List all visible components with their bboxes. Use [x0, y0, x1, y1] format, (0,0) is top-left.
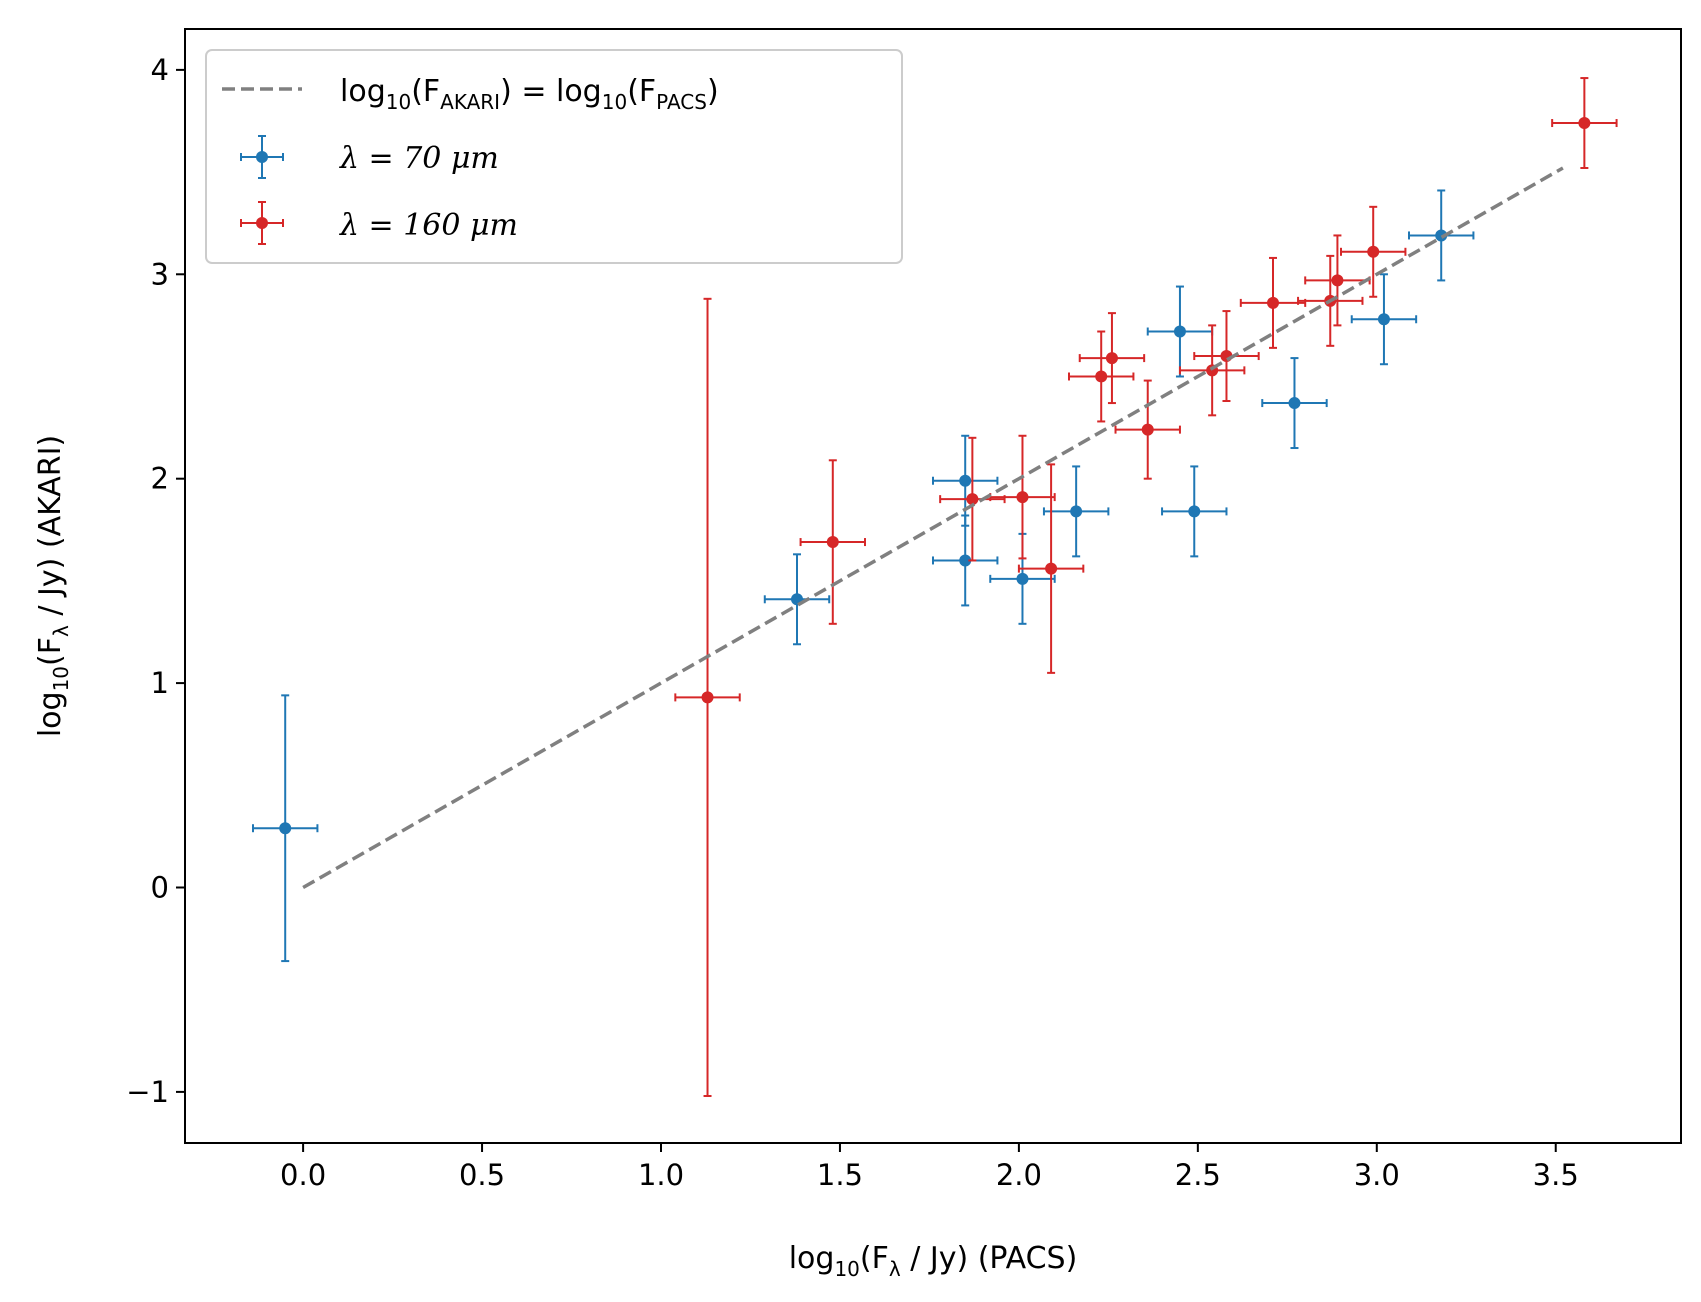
data-point [1377, 313, 1390, 326]
legend-box [205, 49, 903, 264]
x-axis-label: log10(Fλ / Jy) (PACS) [789, 1241, 1078, 1281]
x-tick-label: 1.5 [817, 1158, 863, 1192]
data-point [1070, 505, 1083, 518]
data-point [256, 217, 268, 229]
data-point [826, 536, 839, 549]
plot-frame [184, 28, 1682, 1144]
data-point [1105, 352, 1118, 365]
y-tick-label: 1 [151, 666, 169, 700]
legend-label-reference: log10(FAKARI) = log10(FPACS) [340, 74, 719, 114]
legend: log10(FAKARI) = log10(FPACS) λ = 70 μm λ… [205, 49, 903, 264]
data-point [1267, 296, 1279, 309]
data-point-group [799, 459, 866, 625]
data-point-group [939, 436, 1006, 562]
data-point-group [1114, 379, 1181, 480]
data-point-group [989, 434, 1056, 560]
x-tick-label: 3.0 [1354, 1158, 1400, 1192]
data-point-group [1340, 205, 1407, 298]
data-point [966, 493, 979, 506]
legend-label-160um: λ = 160 μm [339, 208, 518, 243]
data-point-group [1068, 330, 1135, 423]
legend-marker-70um [240, 135, 284, 179]
data-point [1288, 397, 1301, 410]
data-point [701, 691, 714, 704]
plot-data [252, 77, 1618, 1097]
data-point-group [1551, 77, 1618, 169]
data-point-group [1408, 189, 1475, 282]
x-tick-label: 3.5 [1533, 1158, 1579, 1192]
data-point [1367, 245, 1380, 258]
x-tick-label: 0.5 [459, 1158, 505, 1192]
legend-marker-160um [240, 201, 284, 245]
data-point [1045, 562, 1058, 575]
x-tick-label: 0.0 [280, 1158, 326, 1192]
reference-line [302, 166, 1564, 890]
data-point [959, 554, 972, 567]
data-point-group [1350, 273, 1418, 366]
data-point [1331, 274, 1344, 287]
x-tick-label: 2.5 [1175, 1158, 1221, 1192]
y-tick-label: 3 [151, 257, 169, 291]
y-tick-label: −1 [126, 1075, 169, 1109]
legend-label-70um: λ = 70 μm [339, 141, 499, 176]
x-tick-label: 2.0 [996, 1158, 1042, 1192]
data-point-group [1078, 312, 1146, 405]
series-0 [252, 189, 1475, 963]
y-tick-label: 0 [151, 870, 169, 904]
data-point-group [1042, 465, 1110, 558]
data-point-group [252, 694, 319, 963]
data-point-group [1161, 465, 1228, 558]
data-point [1016, 572, 1029, 585]
data-point-group [932, 514, 999, 607]
data-point-group [1239, 256, 1307, 349]
y-tick-label: 2 [151, 462, 169, 496]
data-point [256, 151, 268, 163]
x-tick-label: 1.0 [638, 1158, 684, 1192]
data-point [959, 474, 972, 487]
data-point [1188, 505, 1201, 518]
data-point [1173, 325, 1186, 338]
data-point-group [1017, 463, 1085, 674]
data-point [1095, 370, 1108, 383]
data-point [1141, 423, 1154, 436]
axis-ticks: 0.0 0.5 1.0 1.5 2.0 2.5 3.0 3.5 −1 0 1 2 3 4 [126, 53, 1579, 1192]
data-point-group [674, 297, 741, 1097]
data-point-group [1304, 234, 1371, 327]
y-axis-label: log10(Fλ / Jy) (AKARI) [33, 435, 73, 737]
data-point-group [1261, 357, 1328, 450]
data-point [1016, 491, 1029, 504]
data-point [1578, 117, 1591, 130]
data-point-group [1178, 324, 1246, 417]
y-tick-label: 4 [151, 53, 169, 87]
data-point [279, 822, 292, 835]
data-point [1435, 229, 1448, 242]
